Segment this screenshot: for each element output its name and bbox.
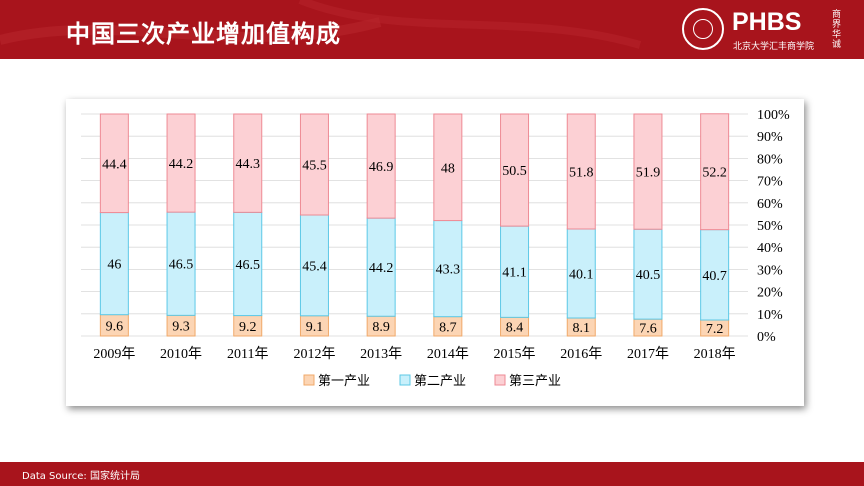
bar-2 [233, 211, 263, 317]
x-tick-label: 2016年 [560, 346, 602, 362]
y-tick-label: 10% [757, 308, 783, 323]
data-label: 44.2 [369, 261, 394, 276]
y-tick-label: 100% [757, 108, 790, 123]
y-tick-label: 50% [757, 219, 783, 234]
data-label: 41.1 [502, 266, 527, 281]
bar-2 [633, 228, 663, 320]
data-label: 40.1 [569, 268, 594, 283]
data-source: Data Source: 国家统计局 [22, 471, 140, 482]
brand-calligraphy: 商界华诚 [832, 10, 842, 50]
data-label: 7.6 [639, 322, 657, 337]
data-label: 8.4 [506, 321, 524, 336]
bar-3 [633, 113, 663, 230]
data-label: 8.1 [573, 321, 591, 336]
bar-2 [433, 220, 463, 318]
data-label: 8.7 [439, 320, 457, 335]
y-tick-label: 90% [757, 130, 783, 145]
data-label: 46.5 [169, 258, 194, 273]
bar-2 [500, 225, 530, 318]
y-tick-label: 60% [757, 197, 783, 212]
data-label: 52.2 [702, 166, 727, 181]
page-title: 中国三次产业增加值构成 [66, 20, 341, 48]
peking-university-seal [682, 8, 724, 50]
y-tick-label: 80% [757, 152, 783, 167]
data-label: 43.3 [436, 263, 461, 278]
x-tick-label: 2015年 [494, 346, 536, 362]
bar-3 [566, 113, 596, 230]
chart-panel: 0% 10% 20% 30% 40% 50% 60% 70% 80% 90% 100% 9.6 46 44… [66, 99, 804, 406]
header-bar: 中国三次产业增加值构成 PHBS 北京大学汇丰商学院 商界华诚 [0, 0, 864, 59]
bar-3 [99, 113, 129, 214]
data-label: 40.5 [636, 268, 661, 283]
bar-3 [299, 113, 329, 216]
data-label: 8.9 [372, 320, 390, 335]
data-label: 44.3 [236, 157, 261, 172]
data-label: 51.8 [569, 165, 594, 180]
x-tick-label: 2012年 [293, 346, 335, 362]
bar-2 [366, 217, 396, 317]
bar-3 [700, 113, 730, 231]
y-tick-label: 30% [757, 263, 783, 278]
legend-swatch [399, 374, 411, 386]
legend-swatch [494, 374, 506, 386]
bar-3 [166, 113, 196, 213]
data-label: 45.5 [302, 159, 327, 174]
stacked-bar-chart: 0% 10% 20% 30% 40% 50% 60% 70% 80% 90% 100% 9.6 46 44… [81, 108, 790, 388]
x-tick-label: 2011年 [227, 346, 268, 362]
data-label: 46.5 [236, 258, 261, 273]
legend-label: 第二产业 [414, 373, 466, 388]
bar-2 [299, 214, 329, 317]
x-tick-label: 2010年 [160, 346, 202, 362]
bar-2 [700, 229, 730, 321]
data-label: 7.2 [706, 322, 724, 337]
data-label: 40.7 [702, 269, 727, 284]
bar-2 [99, 212, 129, 316]
bar-3 [233, 113, 263, 213]
x-tick-label: 2018年 [694, 346, 736, 362]
data-label: 46 [107, 258, 121, 273]
bar-2 [166, 211, 196, 316]
y-tick-label: 20% [757, 286, 783, 301]
data-label: 44.4 [102, 157, 127, 172]
data-label: 9.1 [306, 320, 324, 335]
data-label: 48 [441, 161, 455, 176]
x-tick-label: 2014年 [427, 346, 469, 362]
x-tick-label: 2017年 [627, 346, 669, 362]
phbs-logo: PHBS 北京大学汇丰商学院 商界华诚 [682, 6, 862, 54]
header-decoration [0, 0, 642, 49]
data-label: 9.6 [106, 319, 124, 334]
bar-3 [500, 113, 530, 227]
data-label: 44.2 [169, 157, 194, 172]
y-tick-label: 70% [757, 175, 783, 190]
data-label: 51.9 [636, 166, 661, 181]
y-tick-label: 0% [757, 330, 776, 345]
y-tick-label: 40% [757, 241, 783, 256]
brand-name: PHBS [732, 8, 802, 36]
bar-3 [433, 113, 463, 222]
legend-label: 第三产业 [509, 373, 561, 388]
footer-bar: Data Source: 国家统计局 [0, 462, 864, 486]
data-label: 46.9 [369, 160, 394, 175]
data-label: 9.3 [172, 320, 190, 335]
bar-3 [366, 113, 396, 219]
x-tick-label: 2013年 [360, 346, 402, 362]
data-label: 45.4 [302, 259, 327, 274]
data-label: 50.5 [502, 164, 527, 179]
legend-label: 第一产业 [318, 373, 370, 388]
brand-subtitle: 北京大学汇丰商学院 [733, 42, 815, 52]
data-label: 9.2 [239, 320, 257, 335]
x-tick-label: 2009年 [93, 346, 135, 362]
legend-swatch [303, 374, 315, 386]
